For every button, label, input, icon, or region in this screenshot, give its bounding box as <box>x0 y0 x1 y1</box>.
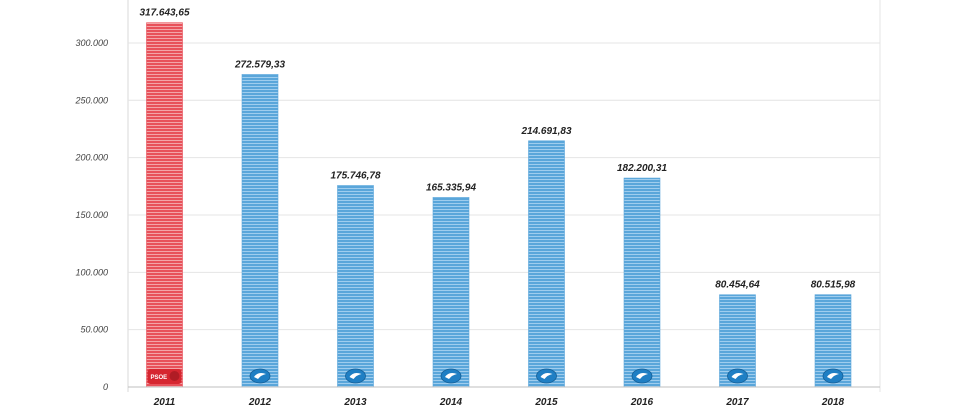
psoe-logo-icon: PSOE <box>147 369 182 384</box>
pp-logo-icon <box>345 368 366 384</box>
x-tick-label: 2013 <box>343 397 367 408</box>
party-logos: PSOE <box>147 368 844 384</box>
bar-2016 <box>623 177 661 388</box>
bar-2014 <box>432 197 470 388</box>
x-tick-label: 2018 <box>821 397 845 408</box>
x-tick-label: 2012 <box>248 397 272 408</box>
x-tick-label: 2015 <box>534 397 558 408</box>
y-tick-label: 100.000 <box>75 267 108 277</box>
y-tick-label: 250.000 <box>74 95 108 105</box>
bar-2012 <box>241 74 279 388</box>
data-label-2012: 272.579,33 <box>234 59 285 70</box>
x-tick-label: 2017 <box>725 397 749 408</box>
data-label-2016: 182.200,31 <box>617 163 667 174</box>
y-tick-label: 150.000 <box>75 210 108 220</box>
y-axis-ticks: 0 50.000 100.000 150.000 200.000 250.000 300.0… <box>74 38 108 392</box>
psoe-logo-text: PSOE <box>151 375 168 381</box>
gridlines <box>128 42 880 331</box>
data-label-2015: 214.691,83 <box>520 126 571 137</box>
data-labels: 317.643,65 272.579,33 175.746,78 165.335,94… <box>139 8 855 291</box>
data-label-2014: 165.335,94 <box>426 182 476 193</box>
data-label-2011: 317.643,65 <box>139 8 189 19</box>
y-tick-label: 50.000 <box>80 325 108 335</box>
data-label-2013: 175.746,78 <box>330 170 380 181</box>
pp-logo-icon <box>631 368 653 384</box>
bar-2011 <box>146 22 183 388</box>
data-label-2018: 80.515,98 <box>811 280 856 291</box>
x-axis-ticks: 2011 2012 2013 2014 2015 2016 2017 2018 <box>153 397 845 408</box>
x-tick-label: 2014 <box>439 397 463 408</box>
pp-logo-icon <box>822 368 844 384</box>
x-tick-label: 2011 <box>153 397 176 408</box>
pp-logo-icon <box>727 368 748 384</box>
bar-2013 <box>337 185 374 388</box>
pp-logo-icon <box>536 368 557 384</box>
y-tick-label: 300.000 <box>75 38 108 48</box>
y-tick-label: 200.000 <box>74 153 108 163</box>
x-tick-label: 2016 <box>630 397 654 408</box>
bars <box>146 22 852 388</box>
y-tick-label: 0 <box>103 382 108 392</box>
pp-logo-icon <box>440 368 462 384</box>
bar-2015 <box>528 140 565 388</box>
data-label-2017: 80.454,64 <box>715 280 760 291</box>
pp-logo-icon <box>249 368 271 384</box>
